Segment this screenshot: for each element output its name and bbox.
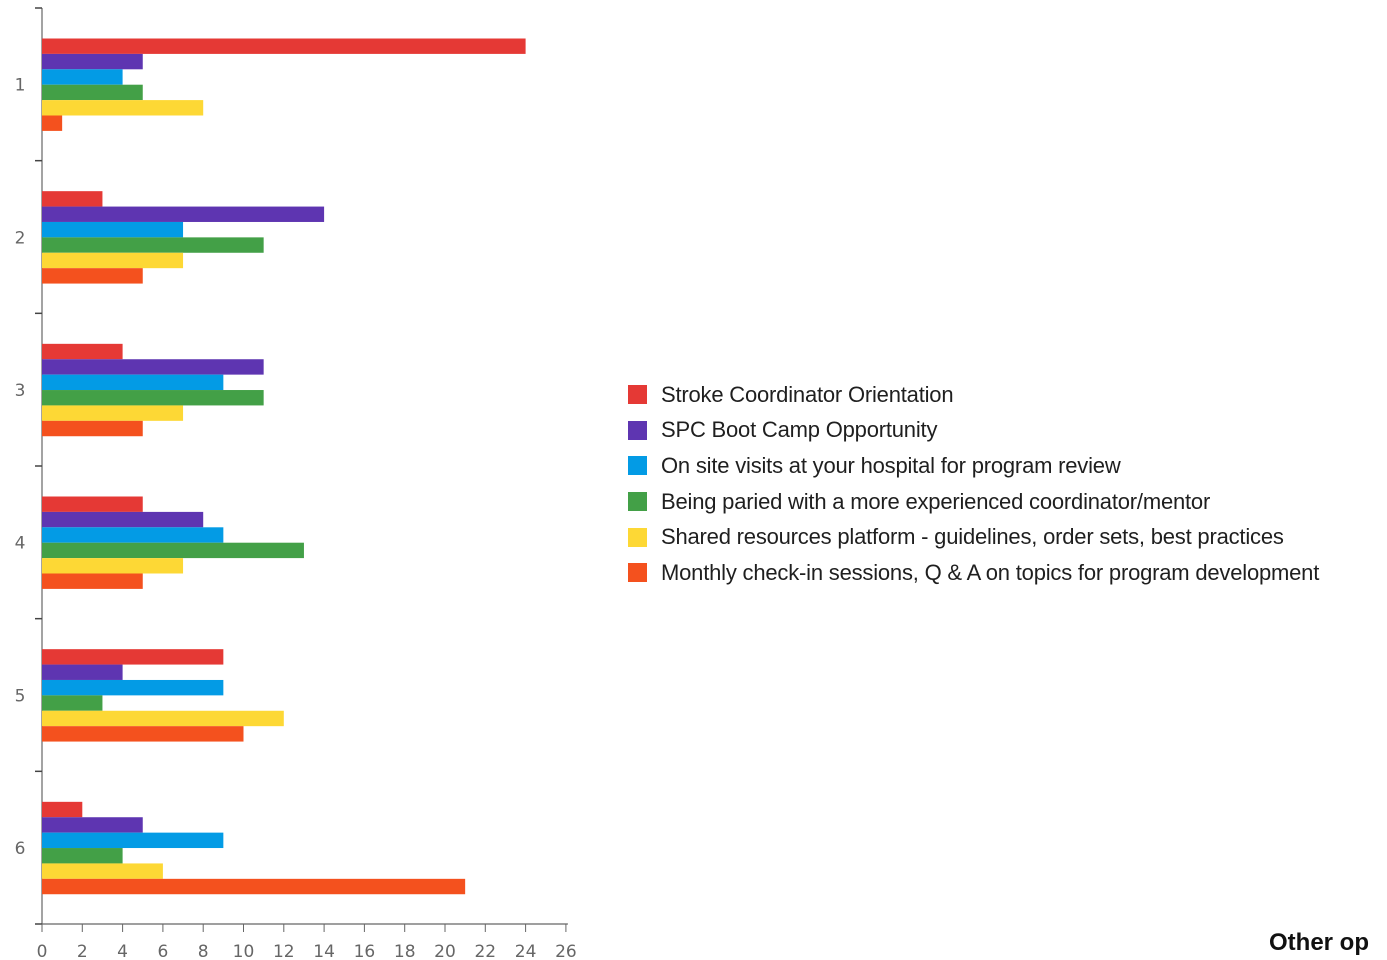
x-tick-label: 2 — [77, 942, 88, 960]
x-tick-label: 26 — [555, 942, 577, 960]
bar — [42, 343, 123, 360]
bar — [42, 237, 264, 253]
legend-swatch — [628, 527, 647, 547]
bar — [42, 863, 163, 879]
bar — [42, 374, 224, 391]
bar — [42, 496, 143, 512]
legend-swatch — [628, 420, 647, 440]
bar — [42, 832, 224, 849]
x-tick-label: 0 — [37, 942, 48, 960]
legend-item: SPC Boot Camp Opportunity — [628, 413, 1383, 449]
x-tick-label: 18 — [394, 942, 416, 960]
bar — [42, 221, 184, 238]
bar — [42, 878, 466, 895]
y-tick-label: 6 — [15, 839, 26, 859]
x-tick-label: 6 — [157, 942, 168, 960]
bar — [42, 191, 103, 207]
legend-swatch — [628, 456, 647, 476]
bar — [42, 511, 204, 528]
x-tick-label: 8 — [198, 942, 209, 960]
bar — [42, 405, 184, 421]
bar — [42, 649, 224, 665]
x-tick-label: 4 — [117, 942, 128, 960]
legend-item: On site visits at your hospital for prog… — [628, 448, 1383, 484]
legend-label: On site visits at your hospital for prog… — [661, 452, 1121, 478]
bar — [42, 710, 284, 727]
bar — [42, 527, 224, 543]
x-tick-label: 24 — [515, 942, 537, 960]
legend-item: Shared resources platform - guidelines, … — [628, 519, 1383, 555]
bar — [42, 100, 204, 116]
y-tick-label: 2 — [15, 228, 26, 248]
legend-swatch — [628, 492, 647, 512]
bar — [42, 268, 143, 284]
bar — [42, 726, 244, 742]
x-tick-label: 20 — [434, 942, 456, 960]
other-options-heading: Other op — [1269, 929, 1369, 956]
x-tick-label: 16 — [354, 942, 376, 960]
bar — [42, 573, 143, 589]
bar — [42, 115, 63, 131]
y-tick-label: 3 — [15, 381, 26, 401]
y-tick-label: 1 — [15, 76, 26, 96]
x-tick-label: 14 — [313, 942, 335, 960]
y-tick-label: 5 — [15, 686, 26, 706]
bar — [42, 420, 143, 437]
legend-label: SPC Boot Camp Opportunity — [661, 417, 938, 443]
legend-item: Monthly check-in sessions, Q & A on topi… — [628, 555, 1383, 591]
legend-label: Stroke Coordinator Orientation — [661, 381, 954, 407]
legend-label: Being paried with a more experienced coo… — [661, 488, 1211, 514]
bar — [42, 69, 123, 85]
x-tick-label: 10 — [233, 942, 255, 960]
bar — [42, 558, 184, 574]
y-tick-label: 4 — [15, 534, 26, 554]
bar — [42, 801, 83, 818]
x-tick-label: 12 — [273, 942, 295, 960]
bar — [42, 848, 123, 864]
legend-label: Shared resources platform - guidelines, … — [661, 524, 1284, 550]
bar — [42, 53, 143, 70]
bar — [42, 664, 123, 680]
bar — [42, 359, 264, 375]
legend-swatch — [628, 563, 647, 583]
legend-label: Monthly check-in sessions, Q & A on topi… — [661, 559, 1320, 585]
legend-item: Stroke Coordinator Orientation — [628, 377, 1383, 413]
bar — [42, 679, 224, 696]
legend-swatch — [628, 385, 647, 405]
bar — [42, 817, 143, 833]
legend-item: Being paried with a more experienced coo… — [628, 484, 1383, 520]
bar — [42, 206, 325, 222]
bar — [42, 38, 526, 54]
bar — [42, 390, 264, 406]
bar — [42, 542, 304, 559]
chart-legend: Stroke Coordinator Orientation SPC Boot C… — [628, 377, 1383, 591]
bar — [42, 84, 143, 101]
bar — [42, 695, 103, 711]
bar — [42, 252, 184, 269]
x-tick-label: 22 — [474, 942, 496, 960]
